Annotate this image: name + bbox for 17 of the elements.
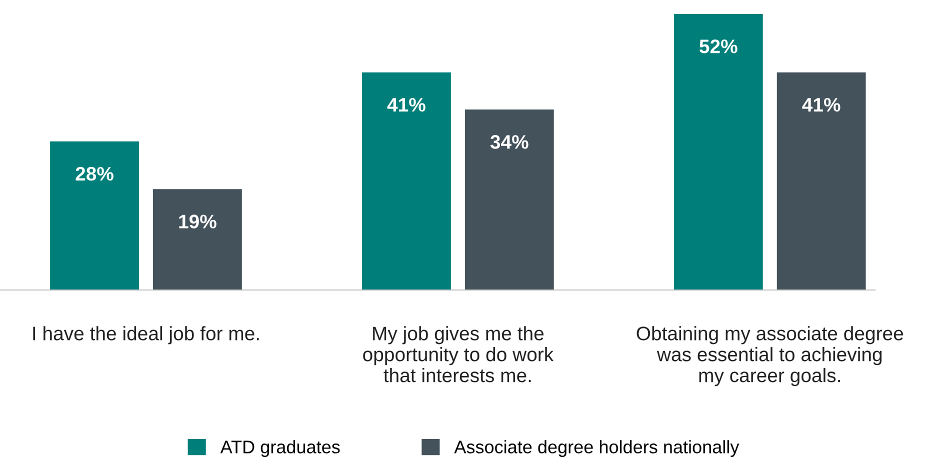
x-tick-label: Obtaining my associate degree was essential to achieving my career goals. [636,326,904,386]
bar [50,141,139,290]
bar [776,72,866,290]
legend-label: ATD graduates [220,440,340,457]
x-tick-label: I have the ideal job for me. [33,326,259,344]
bar [362,72,451,290]
data-label: 41% [802,98,840,112]
bar [464,110,554,290]
legend-label: Associate degree holders nationally [454,440,740,457]
x-tick-label: My job gives me the opportunity to do work that interests me. [363,326,554,382]
data-label: 34% [490,135,528,149]
data-label: 28% [76,166,114,181]
bar [674,14,763,290]
data-label: 41% [387,98,426,112]
bar [153,189,242,290]
data-label: 52% [700,40,738,54]
data-label: 19% [179,214,216,228]
